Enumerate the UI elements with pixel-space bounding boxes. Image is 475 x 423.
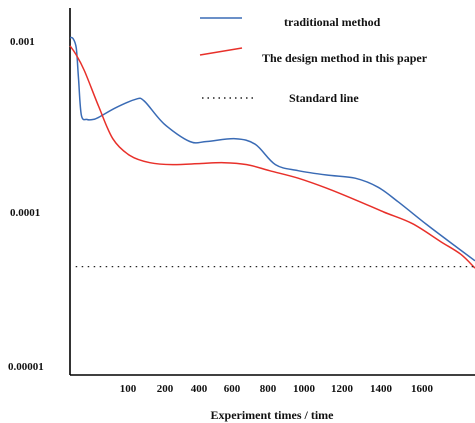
x-tick-label: 800 xyxy=(260,383,277,395)
x-tick-label: 400 xyxy=(191,383,208,395)
series-layer xyxy=(69,36,475,269)
series-line-0 xyxy=(69,36,475,262)
legend-label: The design method in this paper xyxy=(262,51,428,65)
series-line-1 xyxy=(69,45,475,269)
y-tick-label: 0.0001 xyxy=(10,207,40,219)
legend-label: Standard line xyxy=(289,91,359,105)
x-tick-label: 1200 xyxy=(331,383,354,395)
x-axis-label: Experiment times / time xyxy=(211,408,335,422)
x-tick-label: 1400 xyxy=(370,383,393,395)
legend: traditional method The design method in … xyxy=(199,15,428,105)
x-tick-label: 200 xyxy=(157,383,174,395)
x-tick-label: 600 xyxy=(224,383,241,395)
x-tick-label: 100 xyxy=(120,383,137,395)
x-tick-label: 1000 xyxy=(293,383,316,395)
legend-swatch-design xyxy=(199,47,243,56)
x-tick-label: 1600 xyxy=(411,383,434,395)
legend-label: traditional method xyxy=(284,15,381,29)
y-tick-labels: 0.001 0.0001 0.00001 xyxy=(8,36,44,373)
axes xyxy=(69,8,475,376)
x-tick-labels: 100 200 400 600 800 1000 1200 1400 1600 xyxy=(120,383,434,395)
y-tick-label: 0.001 xyxy=(10,36,35,48)
y-tick-label: 0.00001 xyxy=(8,361,44,373)
